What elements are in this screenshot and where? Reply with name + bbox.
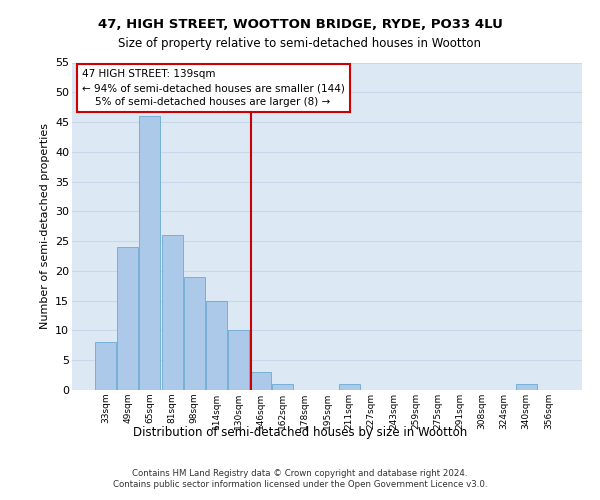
Bar	[118, 247, 139, 390]
Bar	[338, 384, 359, 390]
Bar	[184, 277, 205, 390]
Bar	[228, 330, 249, 390]
Bar	[250, 372, 271, 390]
Bar	[139, 116, 160, 390]
Text: Size of property relative to semi-detached houses in Wootton: Size of property relative to semi-detach…	[119, 38, 482, 51]
Bar	[161, 235, 182, 390]
Text: Contains HM Land Registry data © Crown copyright and database right 2024.: Contains HM Land Registry data © Crown c…	[132, 468, 468, 477]
Text: Contains public sector information licensed under the Open Government Licence v3: Contains public sector information licen…	[113, 480, 487, 489]
Text: Distribution of semi-detached houses by size in Wootton: Distribution of semi-detached houses by …	[133, 426, 467, 439]
Text: 47 HIGH STREET: 139sqm
← 94% of semi-detached houses are smaller (144)
    5% of: 47 HIGH STREET: 139sqm ← 94% of semi-det…	[82, 69, 345, 107]
Bar	[515, 384, 536, 390]
Bar	[272, 384, 293, 390]
Bar	[206, 300, 227, 390]
Y-axis label: Number of semi-detached properties: Number of semi-detached properties	[40, 123, 50, 329]
Bar	[95, 342, 116, 390]
Text: 47, HIGH STREET, WOOTTON BRIDGE, RYDE, PO33 4LU: 47, HIGH STREET, WOOTTON BRIDGE, RYDE, P…	[98, 18, 502, 30]
